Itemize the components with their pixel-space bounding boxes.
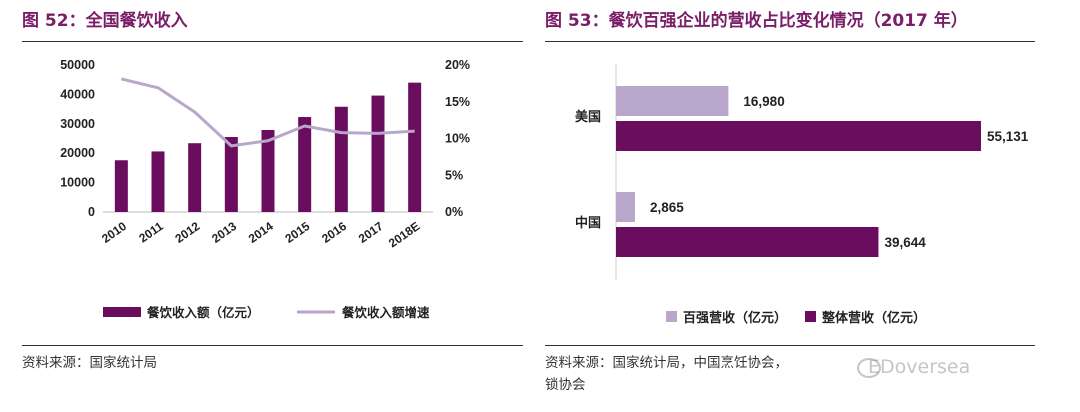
figure-52-top-rule	[22, 41, 523, 42]
x-tick-label: 2014	[246, 219, 276, 246]
y-left-tick-label: 20000	[60, 146, 95, 160]
y-right-tick-label: 5%	[445, 168, 463, 182]
bar-total-revenue	[616, 121, 981, 151]
category-label: 美国	[575, 109, 601, 124]
y-left-tick-label: 40000	[60, 87, 95, 101]
bar-revenue	[298, 117, 312, 212]
bar-revenue	[408, 82, 422, 212]
bar-top100-revenue	[616, 86, 729, 116]
bar-top100-revenue	[616, 192, 635, 222]
figure-52-source: 资料来源：国家统计局	[22, 355, 157, 371]
figure-52-bottom-rule	[22, 345, 523, 346]
x-tick-label: 2011	[136, 219, 166, 246]
figure-53-top-rule	[545, 41, 1035, 42]
figure-53-source-line-1: 资料来源：国家统计局，中国烹饪协会，	[545, 355, 788, 371]
figure-52-title: 图 52：全国餐饮收入	[22, 11, 188, 31]
top100-revenue-share-chart: 美国 16,980 55,131 中国 2,865 39,644 百强营收（亿元） 整体营收（…	[575, 64, 1029, 325]
legend-label-revenue: 餐饮收入额（亿元）	[146, 305, 260, 320]
bar-revenue	[334, 106, 348, 212]
value-label-total: 39,644	[884, 235, 926, 250]
y-left-tick-label: 50000	[60, 58, 95, 72]
wechat-icon	[857, 358, 881, 378]
legend-swatch-top100	[666, 311, 677, 322]
y-left-tick-label: 30000	[60, 117, 95, 131]
legend-label-total: 整体营收（亿元）	[821, 310, 926, 325]
legend-label-top100: 百强营收（亿元）	[683, 310, 787, 325]
watermark: EDoversea	[868, 356, 971, 378]
y-right-tick-label: 20%	[445, 58, 470, 72]
y-left-tick-label: 10000	[60, 176, 95, 190]
bar-revenue	[371, 95, 385, 212]
y-right-tick-label: 0%	[445, 205, 463, 219]
figure-52-panel: 图 52：全国餐饮收入 0 10000 20000 30000 40000 50000 0%…	[0, 0, 523, 412]
figure-53-panel: 图 53：餐饮百强企业的营收占比变化情况（2017 年） 美国 16,980 55,…	[545, 0, 1080, 412]
y-right-tick-label: 10%	[445, 132, 470, 146]
growth-rate-line	[120, 77, 415, 148]
bar-total-revenue	[616, 227, 879, 257]
x-tick-label: 2013	[209, 219, 239, 246]
x-tick-label: 2012	[172, 219, 202, 246]
bar-revenue	[151, 151, 165, 212]
restaurant-revenue-chart: 0 10000 20000 30000 40000 50000 0% 5% 10% 15% 20% 2…	[60, 58, 470, 320]
y-right-tick-label: 15%	[445, 95, 470, 109]
x-tick-label: 2010	[99, 219, 129, 246]
category-label: 中国	[575, 215, 601, 230]
bar-revenue	[261, 129, 275, 212]
legend-swatch-total	[805, 311, 816, 322]
x-tick-label: 2017	[356, 219, 386, 246]
bar-revenue	[224, 137, 238, 212]
value-label-total: 55,131	[987, 129, 1029, 144]
x-tick-label: 2016	[319, 219, 349, 246]
y-left-tick-label: 0	[88, 205, 95, 219]
x-tick-label: 2018E	[386, 219, 422, 250]
legend-swatch-revenue	[103, 307, 141, 317]
legend-label-growth: 餐饮收入额增速	[341, 305, 430, 320]
figure-53-bottom-rule	[545, 345, 1035, 346]
figure-53-title: 图 53：餐饮百强企业的营收占比变化情况（2017 年）	[545, 11, 968, 31]
figure-53-source-line-2: 锁协会	[545, 377, 586, 393]
value-label-top100: 16,980	[743, 94, 784, 109]
value-label-top100: 2,865	[650, 200, 684, 215]
bar-revenue	[188, 143, 202, 212]
bar-revenue	[114, 160, 128, 212]
x-tick-label: 2015	[282, 219, 312, 246]
